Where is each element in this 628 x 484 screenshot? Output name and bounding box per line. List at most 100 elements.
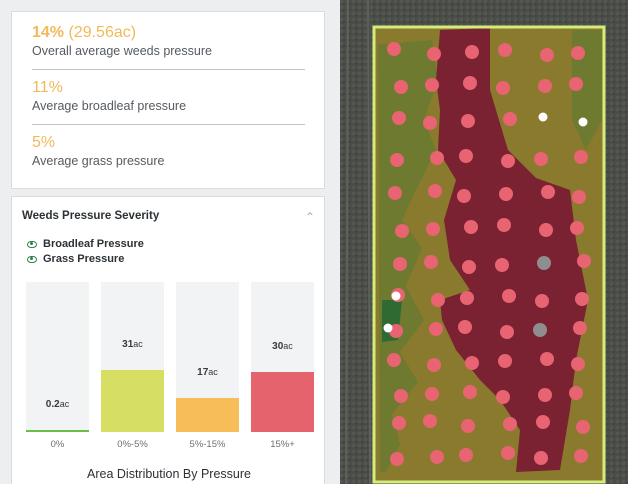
sample-point[interactable] — [390, 153, 404, 167]
chart-column[interactable]: 30ac — [251, 282, 314, 432]
sample-point[interactable] — [391, 291, 401, 301]
broadleaf-pressure-label: Average broadleaf pressure — [32, 99, 187, 113]
sample-point[interactable] — [572, 190, 586, 204]
sample-point[interactable] — [499, 187, 513, 201]
sample-point[interactable] — [459, 149, 473, 163]
eye-icon[interactable] — [27, 240, 37, 248]
sample-point[interactable] — [538, 79, 552, 93]
sample-point[interactable] — [574, 150, 588, 164]
sample-point[interactable] — [536, 415, 550, 429]
legend-broadleaf[interactable]: Broadleaf Pressure — [27, 238, 144, 250]
sample-point[interactable] — [571, 46, 585, 60]
sample-point[interactable] — [497, 218, 511, 232]
sample-point[interactable] — [388, 186, 402, 200]
sample-point[interactable] — [538, 112, 548, 122]
sample-point[interactable] — [537, 256, 551, 270]
sample-point[interactable] — [423, 414, 437, 428]
sample-point[interactable] — [541, 185, 555, 199]
sample-point[interactable] — [392, 416, 406, 430]
sample-point[interactable] — [428, 184, 442, 198]
sample-point[interactable] — [463, 385, 477, 399]
sample-point[interactable] — [578, 117, 588, 127]
chart-column[interactable]: 0.2ac — [26, 282, 89, 432]
sample-point[interactable] — [462, 260, 476, 274]
sample-point[interactable] — [574, 449, 588, 463]
sample-point[interactable] — [464, 220, 478, 234]
left-panel: 14% (29.56ac) Overall average weeds pres… — [11, 11, 325, 484]
sample-point[interactable] — [394, 389, 408, 403]
sample-point[interactable] — [501, 446, 515, 460]
chart-bar[interactable] — [101, 370, 164, 432]
sample-point[interactable] — [569, 77, 583, 91]
sample-point[interactable] — [540, 48, 554, 62]
bar-value: 30 — [272, 341, 284, 352]
sample-point[interactable] — [534, 152, 548, 166]
sample-point[interactable] — [389, 324, 403, 338]
sample-point[interactable] — [425, 78, 439, 92]
sample-point[interactable] — [424, 255, 438, 269]
chart-bar[interactable] — [251, 372, 314, 432]
sample-point[interactable] — [503, 417, 517, 431]
sample-point[interactable] — [502, 289, 516, 303]
sample-point[interactable] — [392, 111, 406, 125]
sample-point[interactable] — [534, 451, 548, 465]
chart-bar[interactable] — [176, 398, 239, 432]
sample-point[interactable] — [570, 221, 584, 235]
sample-point[interactable] — [423, 116, 437, 130]
sample-point[interactable] — [498, 354, 512, 368]
sample-point[interactable] — [501, 154, 515, 168]
legend-grass[interactable]: Grass Pressure — [27, 253, 124, 265]
sample-point[interactable] — [431, 293, 445, 307]
sample-point[interactable] — [496, 390, 510, 404]
eye-icon[interactable] — [27, 255, 37, 263]
sample-point[interactable] — [460, 291, 474, 305]
sample-point[interactable] — [461, 114, 475, 128]
field-map[interactable] — [340, 0, 628, 484]
sample-point[interactable] — [429, 322, 443, 336]
sample-point[interactable] — [459, 448, 473, 462]
sample-point[interactable] — [538, 388, 552, 402]
chart-column[interactable]: 31ac — [101, 282, 164, 432]
sample-point[interactable] — [577, 254, 591, 268]
sample-point[interactable] — [540, 352, 554, 366]
sample-point[interactable] — [390, 452, 404, 466]
sample-point[interactable] — [500, 325, 514, 339]
sample-point[interactable] — [576, 420, 590, 434]
sample-point[interactable] — [387, 353, 401, 367]
sample-point[interactable] — [569, 386, 583, 400]
sample-point[interactable] — [383, 323, 393, 333]
sample-point[interactable] — [425, 387, 439, 401]
sample-point[interactable] — [535, 294, 549, 308]
chevron-up-icon[interactable]: ⌃ — [304, 210, 315, 224]
chart-bar[interactable] — [26, 430, 89, 432]
sample-point[interactable] — [571, 357, 585, 371]
sample-point[interactable] — [496, 81, 510, 95]
sample-point[interactable] — [394, 80, 408, 94]
sample-point[interactable] — [393, 257, 407, 271]
sample-point[interactable] — [430, 151, 444, 165]
sample-point[interactable] — [498, 43, 512, 57]
sample-point[interactable] — [465, 356, 479, 370]
field-map-canvas[interactable] — [340, 0, 628, 484]
sample-point[interactable] — [495, 258, 509, 272]
broadleaf-pressure-stat: 11% Average broadleaf pressure — [32, 79, 304, 113]
sample-point[interactable] — [427, 358, 441, 372]
sample-point[interactable] — [426, 222, 440, 236]
sample-point[interactable] — [457, 189, 471, 203]
sample-point[interactable] — [463, 76, 477, 90]
sample-point[interactable] — [539, 223, 553, 237]
sample-point[interactable] — [575, 292, 589, 306]
sample-point[interactable] — [533, 323, 547, 337]
sample-point[interactable] — [503, 112, 517, 126]
chart-column[interactable]: 17ac — [176, 282, 239, 432]
sample-point[interactable] — [427, 47, 441, 61]
sample-point[interactable] — [430, 450, 444, 464]
sample-point[interactable] — [573, 321, 587, 335]
severity-title: Weeds Pressure Severity — [22, 210, 160, 222]
sample-point[interactable] — [458, 320, 472, 334]
sample-point[interactable] — [395, 224, 409, 238]
sample-point[interactable] — [465, 45, 479, 59]
pressure-summary-card: 14% (29.56ac) Overall average weeds pres… — [11, 11, 325, 189]
sample-point[interactable] — [387, 42, 401, 56]
sample-point[interactable] — [461, 419, 475, 433]
